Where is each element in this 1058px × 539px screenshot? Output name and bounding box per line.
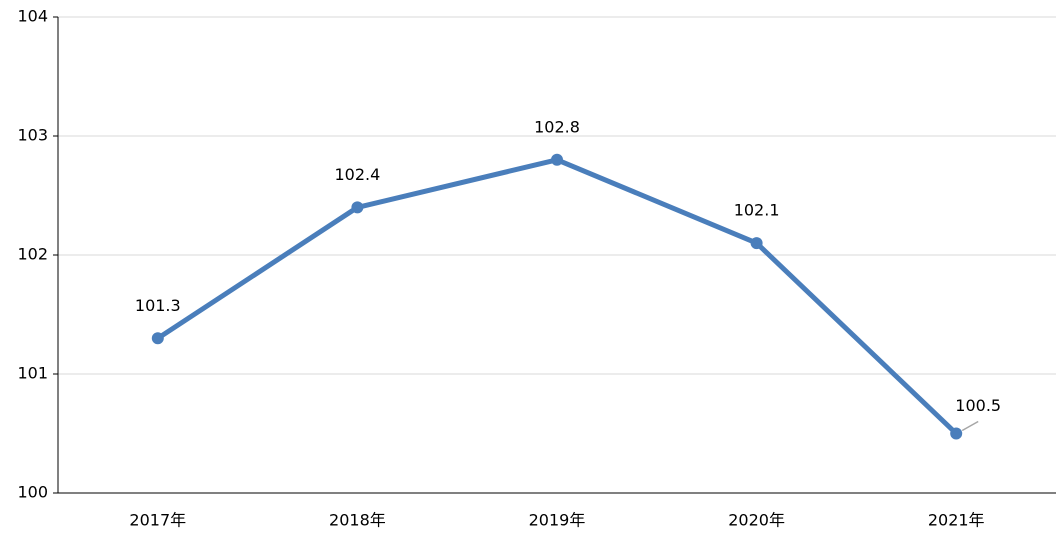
y-tick-label: 103 <box>17 126 48 145</box>
point <box>351 201 364 214</box>
y-tick-label: 101 <box>17 364 48 383</box>
leader-line <box>961 420 979 432</box>
point <box>950 427 963 440</box>
y-tick-label: 104 <box>17 7 48 26</box>
x-tick-label: 2018年 <box>329 511 386 530</box>
y-tick-label: 102 <box>17 245 48 264</box>
data-label: 102.8 <box>534 117 580 136</box>
x-tick-label: 2021年 <box>928 511 985 530</box>
point <box>750 237 763 250</box>
x-tick-label: 2020年 <box>728 511 785 530</box>
data-label: 101.3 <box>135 296 181 315</box>
point <box>151 332 164 345</box>
y-tick-label: 100 <box>17 483 48 502</box>
line <box>156 157 958 436</box>
data-label: 102.1 <box>734 201 780 220</box>
data-label: 102.4 <box>334 165 380 184</box>
x-tick-label: 2017年 <box>129 511 186 530</box>
x-tick-label: 2019年 <box>529 511 586 530</box>
data-label: 100.5 <box>955 396 1001 415</box>
point <box>551 153 563 166</box>
